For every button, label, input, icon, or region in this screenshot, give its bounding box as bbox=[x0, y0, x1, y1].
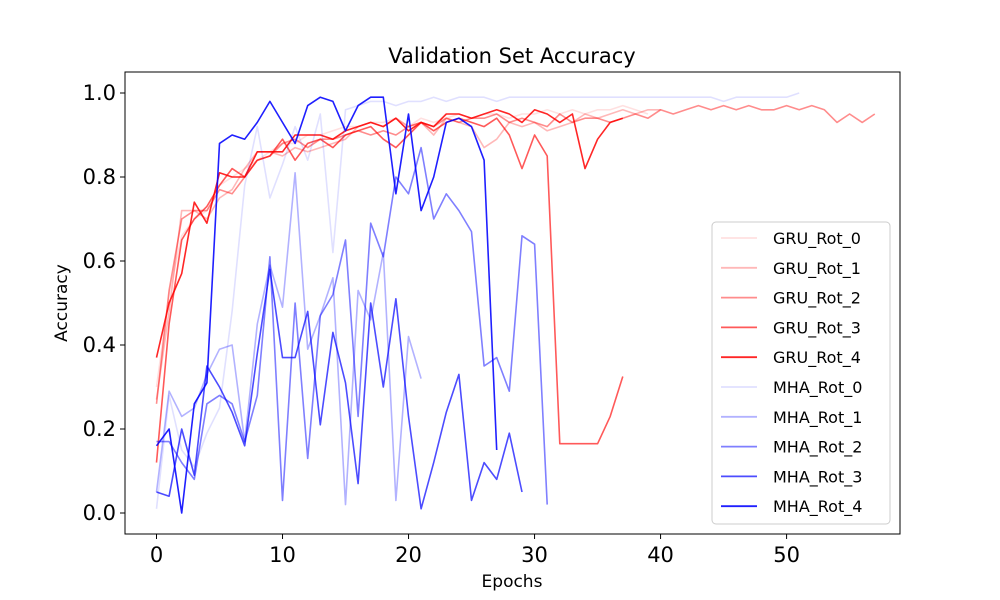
series-line-mha-rot-3 bbox=[156, 268, 523, 510]
series-line-mha-rot-2 bbox=[156, 146, 548, 505]
series-line-gru-rot-1 bbox=[155, 109, 661, 400]
x-tick-label: 50 bbox=[773, 543, 800, 567]
legend-entry: GRU_Rot_2 bbox=[773, 289, 861, 309]
x-tick-label: 40 bbox=[647, 543, 674, 567]
x-tick-label: 30 bbox=[521, 543, 548, 567]
x-axis-label: Epochs bbox=[482, 572, 543, 592]
y-axis-label: Accuracy bbox=[52, 264, 72, 342]
legend-frame bbox=[711, 221, 891, 525]
y-tick-label: 0.6 bbox=[83, 249, 116, 273]
legend-entry: GRU_Rot_0 bbox=[773, 229, 861, 249]
legend-entry: GRU_Rot_1 bbox=[773, 259, 861, 279]
series-line-mha-rot-0 bbox=[155, 92, 800, 509]
series-line-mha-rot-1 bbox=[155, 172, 422, 506]
x-tick-label: 20 bbox=[395, 543, 422, 567]
y-tick-label: 0.8 bbox=[83, 165, 116, 189]
series-line-gru-rot-2 bbox=[155, 104, 876, 404]
plot-area bbox=[155, 92, 876, 514]
series-line-gru-rot-3 bbox=[155, 117, 624, 463]
legend-entry: MHA_Rot_2 bbox=[773, 438, 862, 458]
legend-entry: MHA_Rot_1 bbox=[773, 408, 862, 428]
y-tick-label: 0.0 bbox=[83, 501, 116, 525]
x-tick-label: 0 bbox=[150, 543, 163, 567]
legend-entry: GRU_Rot_4 bbox=[773, 348, 861, 368]
series-line-mha-rot-4 bbox=[155, 96, 498, 514]
chart-title: Validation Set Accuracy bbox=[388, 44, 635, 68]
legend-entry: MHA_Rot_3 bbox=[773, 467, 862, 487]
legend: GRU_Rot_0 GRU_Rot_1 GRU_Rot_2 GRU_Rot_3 GRU_… bbox=[711, 221, 891, 525]
x-tick-label: 10 bbox=[269, 543, 296, 567]
legend-entry: MHA_Rot_4 bbox=[773, 497, 862, 517]
series-line-gru-rot-4 bbox=[155, 109, 624, 358]
y-tick-label: 1.0 bbox=[83, 81, 116, 105]
x-axis: 0 10 20 30 40 50 bbox=[150, 534, 800, 567]
y-tick-label: 0.2 bbox=[83, 417, 116, 441]
legend-entry: GRU_Rot_3 bbox=[773, 318, 861, 338]
plot-frame bbox=[124, 71, 901, 535]
y-axis: 0.0 0.2 0.4 0.6 0.8 1.0 bbox=[83, 81, 125, 525]
legend-entry: MHA_Rot_0 bbox=[773, 378, 862, 398]
y-tick-label: 0.4 bbox=[83, 333, 116, 357]
